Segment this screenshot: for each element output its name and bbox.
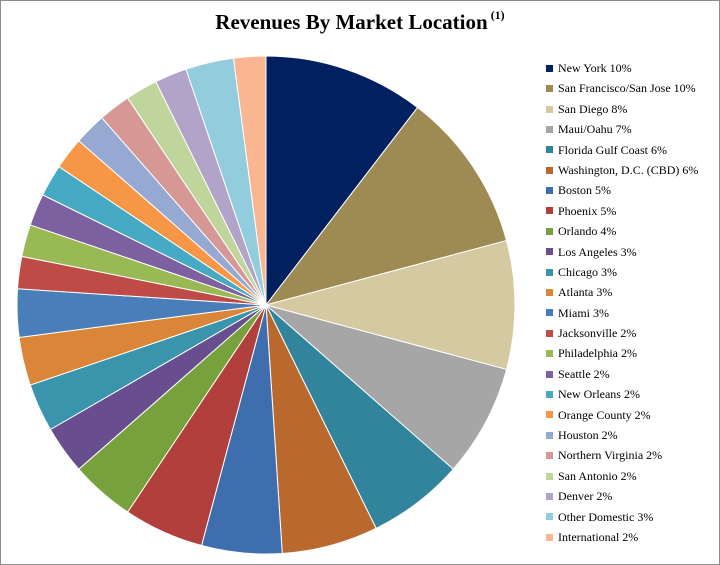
legend-swatch <box>546 207 553 215</box>
legend-swatch <box>546 431 553 439</box>
legend-item-miami: Miami 3% <box>546 303 718 323</box>
legend-item-orange-county: Orange County 2% <box>546 405 718 425</box>
legend-label: Seattle 2% <box>558 366 610 381</box>
legend-label: Miami 3% <box>558 305 609 320</box>
legend-item-phoenix: Phoenix 5% <box>546 201 718 221</box>
legend-swatch <box>546 85 553 93</box>
legend-label: Atlanta 3% <box>558 285 613 300</box>
legend-swatch <box>546 370 553 378</box>
pie-slice-san-francisco-san-jose <box>264 106 508 306</box>
legend-swatch <box>546 227 553 235</box>
legend-swatch <box>546 309 553 317</box>
chart-title-text: Revenues By Market Location <box>215 10 488 34</box>
legend-item-washington-d-c-cbd: Washington, D.C. (CBD) 6% <box>546 160 718 180</box>
legend-item-florida-gulf-coast: Florida Gulf Coast 6% <box>546 140 718 160</box>
legend-label: San Antonio 2% <box>558 468 637 483</box>
legend-item-jacksonville: Jacksonville 2% <box>546 323 718 343</box>
legend-label: Denver 2% <box>558 489 613 504</box>
legend-swatch <box>546 289 553 297</box>
legend-swatch <box>546 513 553 521</box>
legend-item-los-angeles: Los Angeles 3% <box>546 242 718 262</box>
legend-item-international: International 2% <box>546 527 718 547</box>
legend-swatch <box>546 105 553 113</box>
legend-item-houston: Houston 2% <box>546 425 718 445</box>
legend-item-boston: Boston 5% <box>546 180 718 200</box>
legend-label: International 2% <box>558 529 639 544</box>
legend-label: Orlando 4% <box>558 224 617 239</box>
legend-swatch <box>546 146 553 154</box>
legend-swatch <box>546 452 553 460</box>
legend-swatch <box>546 472 553 480</box>
legend-item-seattle: Seattle 2% <box>546 364 718 384</box>
legend-label: Other Domestic 3% <box>558 509 654 524</box>
chart-title-footnote: (1) <box>490 8 505 22</box>
legend-label: Northern Virginia 2% <box>558 448 663 463</box>
legend-swatch <box>546 268 553 276</box>
pie-slices <box>16 55 516 555</box>
legend-swatch <box>546 533 553 541</box>
legend-swatch <box>546 350 553 358</box>
legend-item-denver: Denver 2% <box>546 486 718 506</box>
legend-item-philadelphia: Philadelphia 2% <box>546 343 718 363</box>
legend-item-other-domestic: Other Domestic 3% <box>546 507 718 527</box>
legend-label: Phoenix 5% <box>558 203 617 218</box>
legend-swatch <box>546 329 553 337</box>
pie-slice-maui-oahu <box>265 304 508 470</box>
legend-item-san-francisco-san-jose: San Francisco/San Jose 10% <box>546 78 718 98</box>
legend-swatch <box>546 64 553 72</box>
legend-item-orlando: Orlando 4% <box>546 221 718 241</box>
legend-label: San Diego 8% <box>558 101 628 116</box>
legend-swatch <box>546 391 553 398</box>
legend-label: New Orleans 2% <box>558 387 640 402</box>
pie-slice-new-york <box>265 55 419 307</box>
legend-label: Los Angeles 3% <box>558 244 637 259</box>
legend-item-maui-oahu: Maui/Oahu 7% <box>546 119 718 139</box>
legend-item-northern-virginia: Northern Virginia 2% <box>546 445 718 465</box>
pie-slice-international <box>232 55 267 306</box>
legend-swatch <box>546 248 553 256</box>
legend-label: Chicago 3% <box>558 264 617 279</box>
chart-legend: New York 10% San Francisco/San Jose 10% Sa… <box>546 58 718 547</box>
legend-label: Boston 5% <box>558 183 612 198</box>
legend-item-new-orleans: New Orleans 2% <box>546 384 718 404</box>
legend-item-san-antonio: San Antonio 2% <box>546 466 718 486</box>
legend-swatch <box>546 125 553 133</box>
legend-label: Jacksonville 2% <box>558 326 637 341</box>
pie-slice-san-diego <box>264 239 516 371</box>
legend-label: San Francisco/San Jose 10% <box>558 81 696 96</box>
legend-swatch <box>546 411 553 419</box>
legend-label: Washington, D.C. (CBD) 6% <box>558 162 699 177</box>
legend-label: Houston 2% <box>558 428 618 443</box>
legend-swatch <box>546 187 553 195</box>
legend-item-atlanta: Atlanta 3% <box>546 282 718 302</box>
legend-label: Philadelphia 2% <box>558 346 637 361</box>
legend-label: New York 10% <box>558 61 632 75</box>
legend-swatch <box>546 166 553 174</box>
legend-item-new-york: New York 10% <box>546 58 718 78</box>
legend-swatch <box>546 492 553 500</box>
legend-label: Maui/Oahu 7% <box>558 122 632 137</box>
legend-label: Orange County 2% <box>558 407 651 422</box>
legend-label: Florida Gulf Coast 6% <box>558 142 667 157</box>
legend-item-san-diego: San Diego 8% <box>546 99 718 119</box>
legend-item-chicago: Chicago 3% <box>546 262 718 282</box>
chart-title: Revenues By Market Location (1) <box>0 8 720 35</box>
